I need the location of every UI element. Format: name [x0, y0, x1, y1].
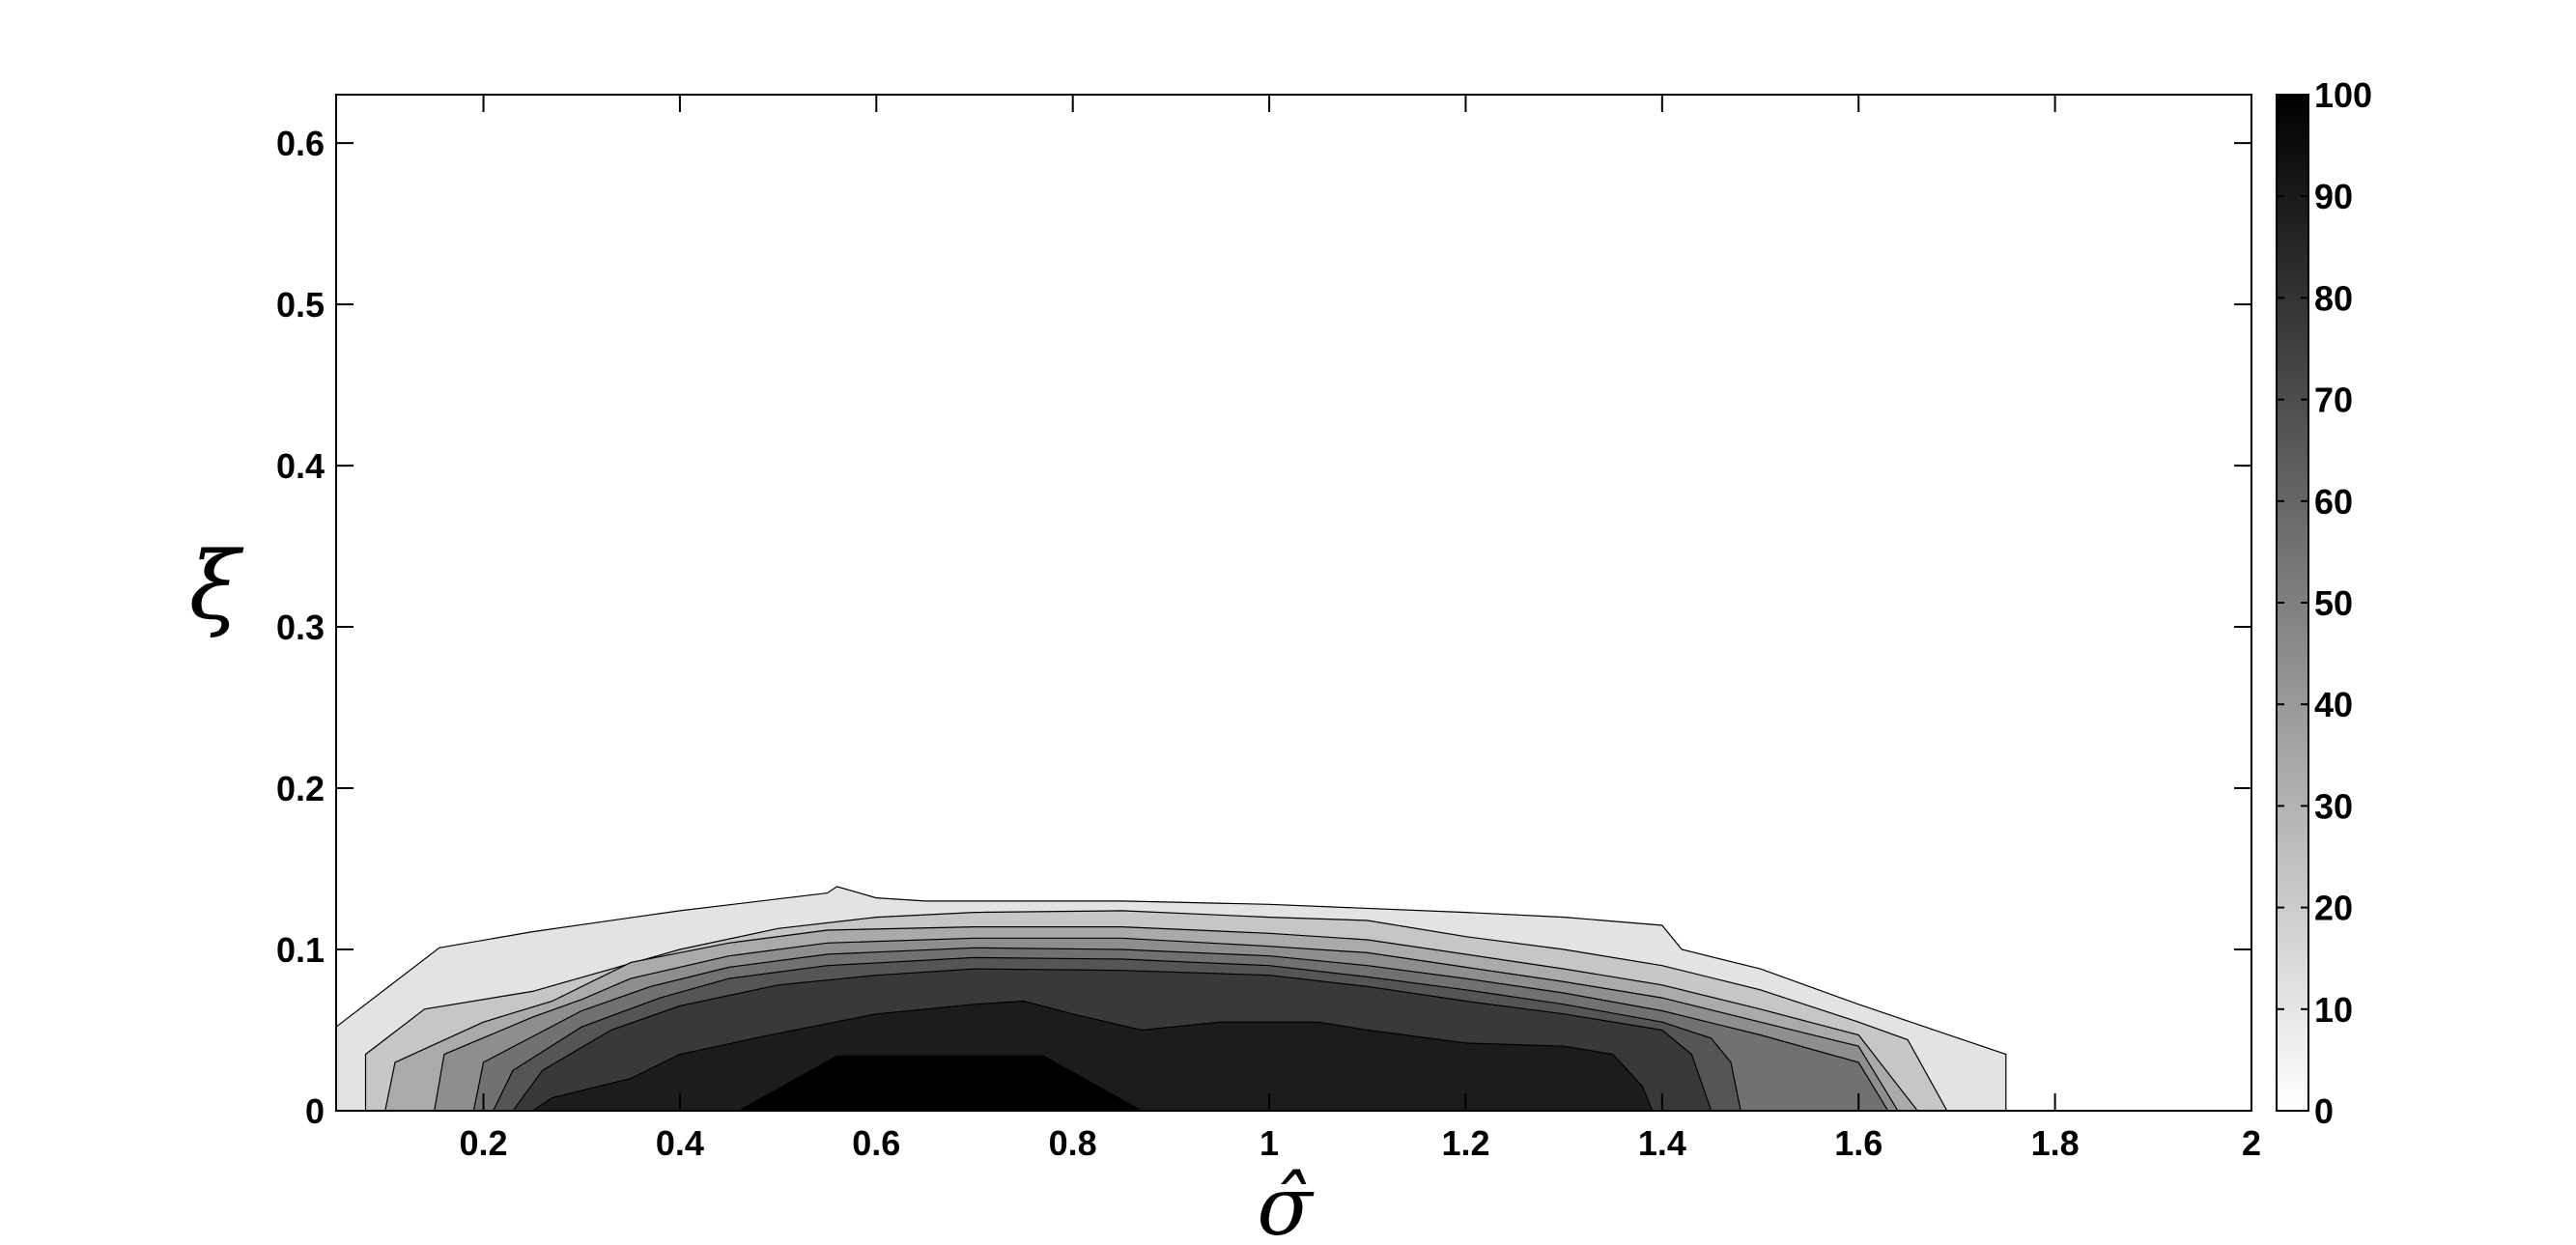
colorbar-tick-label: 70: [2314, 381, 2353, 420]
colorbar-tick-label: 40: [2314, 685, 2353, 724]
contour-fills: [336, 886, 2007, 1111]
y-tick-label: 0.4: [276, 446, 325, 486]
contour-level-90: [737, 1055, 1144, 1111]
x-tick-label: 0.4: [656, 1123, 704, 1163]
x-tick-label: 0.2: [460, 1123, 508, 1163]
y-tick-label: 0.1: [276, 930, 325, 970]
x-tick-label: 1.4: [1638, 1123, 1686, 1163]
x-tick-label: 2: [2242, 1123, 2261, 1163]
y-tick-label: 0.6: [276, 124, 325, 163]
x-axis: 0.2 0.4 0.6 0.8 1 1.2 1.4 1.6 1.8 2: [460, 95, 2261, 1163]
plot-area: 0.2 0.4 0.6 0.8 1 1.2 1.4 1.6 1.8 2 0 0.1 0.2 0.3 0.4…: [276, 94, 2261, 1163]
colorbar-tick-label: 20: [2314, 889, 2353, 928]
colorbar-tick-label: 30: [2314, 786, 2353, 826]
colorbar-tick-label: 90: [2314, 177, 2353, 216]
colorbar-tick-label: 60: [2314, 482, 2353, 522]
colorbar-tick-label: 0: [2314, 1091, 2334, 1131]
x-tick-label: 0.6: [852, 1123, 900, 1163]
y-axis-label: ξ: [189, 532, 244, 640]
y-axis: 0 0.1 0.2 0.3 0.4 0.5 0.6: [276, 124, 2251, 1131]
y-tick-label: 0.2: [276, 769, 325, 808]
y-tick-label: 0: [305, 1091, 325, 1131]
colorbar-tick-label: 100: [2314, 75, 2372, 115]
x-tick-label: 1.6: [1834, 1123, 1882, 1163]
colorbar-tick-label: 80: [2314, 278, 2353, 318]
x-axis-label: σ̂: [1257, 1159, 1315, 1245]
y-tick-label: 0.3: [276, 608, 325, 647]
x-tick-label: 1.8: [2031, 1123, 2080, 1163]
plot-frame: [335, 94, 2252, 1112]
colorbar-tick-label: 50: [2314, 583, 2353, 623]
y-tick-label: 0.5: [276, 285, 325, 325]
colorbar: 0 10 20 30 40 50 60 70 80 90 100: [2276, 75, 2372, 1131]
x-tick-label: 0.8: [1049, 1123, 1097, 1163]
x-tick-label: 1.2: [1441, 1123, 1489, 1163]
colorbar-tick-label: 10: [2314, 990, 2353, 1030]
colorbar-ticks: 0 10 20 30 40 50 60 70 80 90 100: [2277, 75, 2372, 1131]
x-tick-label: 1: [1260, 1123, 1279, 1163]
